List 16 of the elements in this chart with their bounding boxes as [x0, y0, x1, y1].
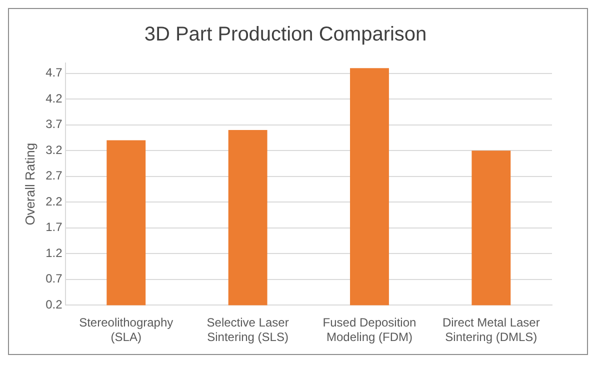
chart-title: 3D Part Production Comparison [144, 24, 427, 46]
y-tick-label: 2.7 [46, 168, 63, 183]
y-tick-label: 4.7 [46, 66, 63, 80]
x-tick-label: Direct Metal Laser Sintering (DMLS) [442, 316, 540, 344]
x-tick-label: Stereolithography (SLA) [79, 316, 174, 344]
x-tick-label: Selective Laser Sintering (SLS) [206, 316, 289, 344]
y-tick-label: 4.2 [46, 91, 63, 106]
x-tick-label: Fused Deposition Modeling (FDM) [322, 316, 416, 344]
y-tick-label: 0.2 [46, 298, 63, 312]
y-tick-label: 3.7 [46, 117, 63, 132]
y-tick-label: 3.2 [46, 142, 63, 157]
y-tick-label: 1.7 [46, 220, 63, 234]
y-tick-label: 1.2 [46, 246, 63, 260]
y-axis-title: Overall Rating [22, 142, 38, 226]
y-tick-label: 2.2 [46, 194, 63, 208]
y-tick-label: 0.7 [46, 272, 63, 286]
